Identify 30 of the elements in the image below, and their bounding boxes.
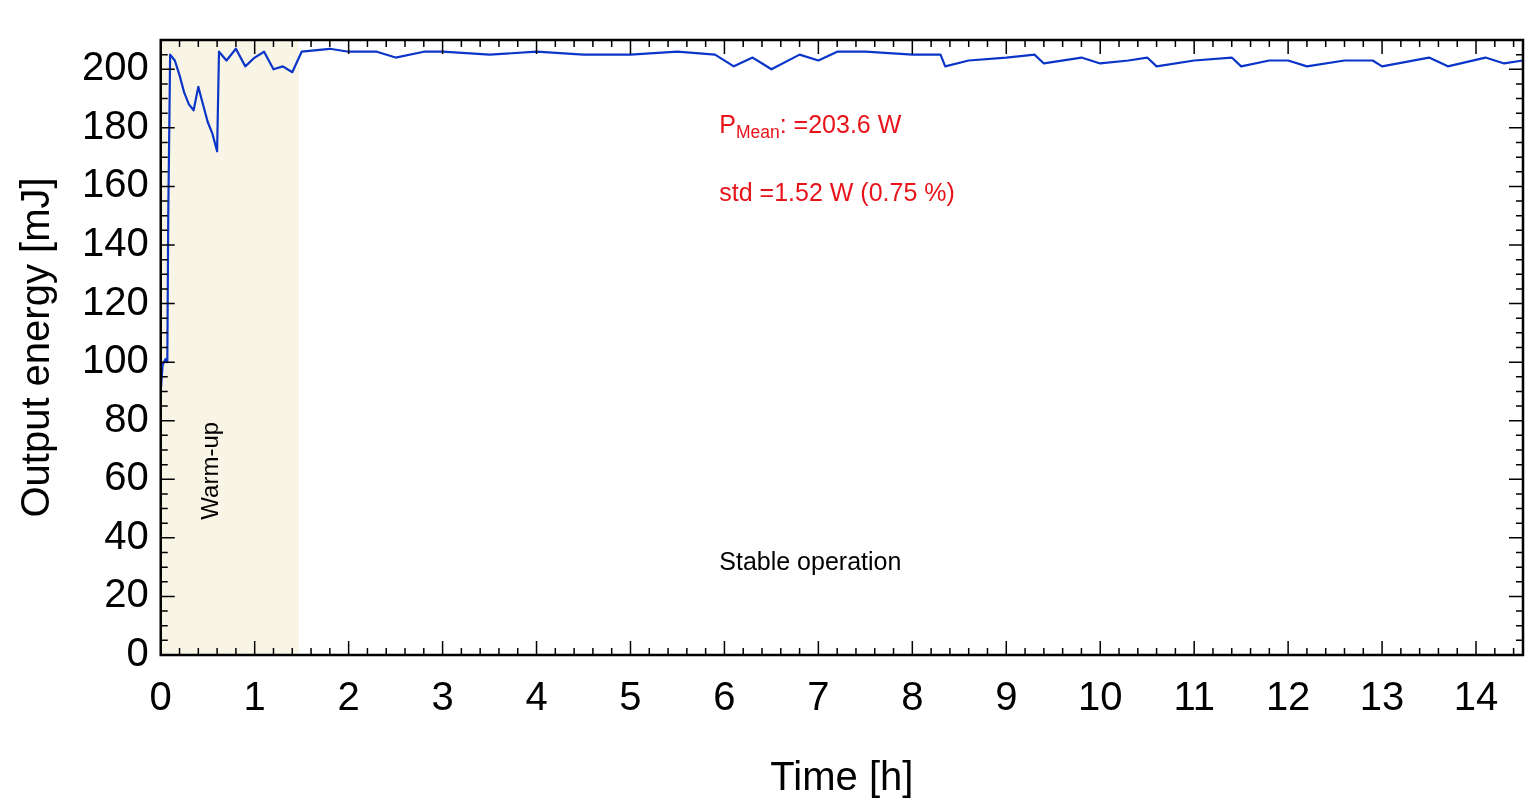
y-tick-label: 0 xyxy=(126,630,149,675)
x-tick-label: 1 xyxy=(243,674,266,719)
x-tick-label: 14 xyxy=(1453,674,1499,719)
x-axis-title: Time [h] xyxy=(770,754,914,799)
x-tick-label: 7 xyxy=(807,674,830,719)
y-tick-label: 180 xyxy=(81,102,149,147)
y-tick-label: 40 xyxy=(104,512,149,557)
y-tick-label: 100 xyxy=(81,337,149,382)
y-tick-label: 160 xyxy=(81,161,149,206)
y-axis-title: Output energy [mJ] xyxy=(13,177,58,518)
annotation: std =1.52 W (0.75 %) xyxy=(719,177,955,206)
y-tick-label: 20 xyxy=(104,571,149,616)
x-tick-label: 5 xyxy=(619,674,642,719)
x-tick-label: 4 xyxy=(525,674,548,719)
band-label: Warm-up xyxy=(196,421,224,520)
y-tick-label: 80 xyxy=(104,395,149,440)
y-tick-label: 200 xyxy=(81,44,149,89)
x-tick-label: 3 xyxy=(431,674,454,719)
y-tick-label: 60 xyxy=(104,454,149,499)
x-tick-label: 2 xyxy=(337,674,360,719)
x-tick-label: 8 xyxy=(901,674,924,719)
x-tick-label: 10 xyxy=(1077,674,1123,719)
x-tick-label: 13 xyxy=(1359,674,1405,719)
x-tick-label: 9 xyxy=(995,674,1018,719)
annotation: Stable operation xyxy=(719,546,902,575)
x-tick-label: 11 xyxy=(1173,674,1215,719)
y-tick-label: 120 xyxy=(81,278,149,323)
y-tick-label: 140 xyxy=(81,220,149,265)
x-tick-label: 6 xyxy=(713,674,736,719)
x-tick-label: 12 xyxy=(1265,674,1311,719)
